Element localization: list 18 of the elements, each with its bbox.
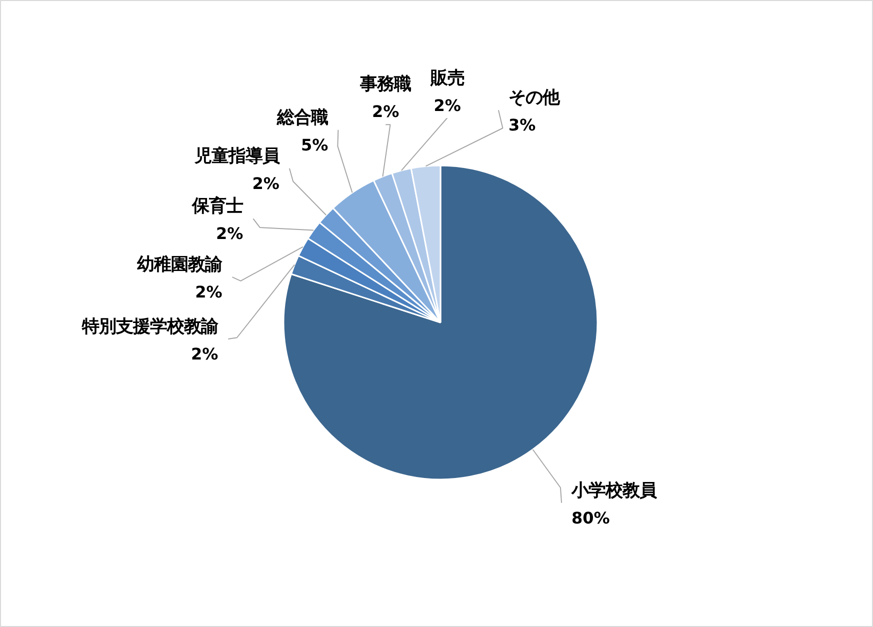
slice-label: その他 <box>508 88 560 108</box>
data-label: 2% <box>252 174 280 193</box>
slice-label: 総合職 <box>276 108 328 128</box>
slice-label: 小学校教員 <box>570 480 658 501</box>
slice-label: 特別支援学校教諭 <box>81 317 220 338</box>
data-label: 2% <box>372 102 400 122</box>
slice-label: 販売 <box>429 68 464 88</box>
data-label: 5% <box>301 135 328 154</box>
data-label: 2% <box>216 224 244 244</box>
slice-label: 事務職 <box>359 74 412 95</box>
data-label: 3% <box>508 116 536 135</box>
data-label: 2% <box>195 282 222 302</box>
slice-label: 児童指導員 <box>193 146 280 166</box>
slice-label: 幼稚園教諭 <box>137 255 224 276</box>
data-label: 80% <box>572 508 610 528</box>
data-label: 2% <box>434 96 461 115</box>
slice-label: 保育士 <box>191 196 244 217</box>
data-label: 2% <box>191 344 218 364</box>
